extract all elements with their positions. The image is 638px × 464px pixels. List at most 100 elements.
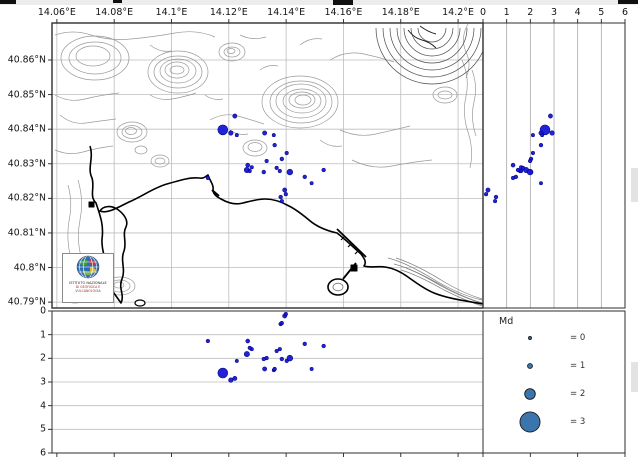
- lon-axis-label: 14.16°E: [324, 7, 363, 18]
- event-dot: [493, 194, 499, 200]
- event-dot: [245, 338, 250, 344]
- event-dot: [528, 158, 533, 164]
- event-dot: [261, 169, 266, 175]
- event-dot: [302, 174, 307, 180]
- lat-axis-label: 40.83°N: [7, 158, 46, 170]
- depth-axis-label-top: 0: [479, 7, 487, 18]
- event-dot: [530, 133, 535, 138]
- event-dot: [272, 366, 277, 372]
- legend-entry-label: = 2: [570, 388, 586, 399]
- event-dot: [484, 192, 489, 197]
- event-dot: [271, 133, 276, 138]
- event-dot: [493, 199, 498, 204]
- depth-axis-label-top: 3: [550, 7, 558, 18]
- depth-axis-label-top: 2: [527, 7, 534, 18]
- event-dot: [249, 165, 254, 170]
- legend-circle-md-2: [524, 388, 536, 400]
- lon-axis-label: 14.1°E: [155, 7, 188, 18]
- event-dot: [217, 367, 229, 379]
- lat-axis-label: 40.81°N: [7, 227, 46, 239]
- legend-panel-frame: [482, 310, 626, 454]
- event-dot: [234, 133, 239, 138]
- pier: [211, 189, 220, 197]
- event-dot: [282, 187, 288, 193]
- event-dot: [232, 376, 238, 381]
- depth-axis-label-left: 6: [40, 447, 46, 459]
- event-dot: [277, 168, 282, 174]
- lon-axis-label: 14.14°E: [267, 7, 306, 18]
- event-dot: [234, 358, 239, 363]
- depth-axis-label-top: 1: [503, 7, 510, 18]
- event-dot: [245, 162, 250, 168]
- legend-circles: [519, 336, 541, 433]
- event-dot: [538, 142, 544, 148]
- axis-ticks: [48, 19, 626, 457]
- event-dot: [262, 366, 268, 372]
- ingv-logo: ISTITUTO NAZIONALE DI GEOFISICA E VULCAN…: [62, 253, 114, 303]
- lat-axis-label: 40.84°N: [7, 123, 46, 135]
- legend-circle-md-3: [519, 411, 541, 433]
- depth-axis-label-left: 2: [40, 352, 46, 364]
- scan-smudge: [631, 168, 638, 202]
- event-dot: [279, 156, 284, 162]
- scan-strip: [0, 0, 638, 5]
- depth-axis-label-top: 6: [621, 7, 629, 18]
- event-dot: [515, 167, 521, 173]
- event-dot: [510, 162, 516, 168]
- event-dot: [549, 130, 555, 136]
- scan-artifact: [618, 0, 638, 4]
- harbor-mark: [88, 201, 95, 208]
- event-dot: [284, 151, 289, 156]
- event-dot: [309, 181, 314, 186]
- event-dot: [247, 168, 252, 174]
- scan-artifact: [113, 0, 122, 3]
- event-dot: [243, 351, 250, 358]
- depth-axis-label-left: 0: [40, 305, 46, 317]
- event-dot: [286, 354, 294, 362]
- ingv-globe-icon: [76, 255, 100, 279]
- event-dot: [302, 341, 307, 347]
- depth-axis-label-left: 1: [40, 329, 46, 341]
- lat-axis-label: 40.79°N: [7, 296, 46, 308]
- event-dot: [264, 158, 269, 164]
- ingv-logo-line1: ISTITUTO NAZIONALE: [69, 281, 107, 285]
- gridlines: [52, 23, 602, 430]
- causeway: [342, 262, 357, 280]
- event-dot: [279, 321, 284, 326]
- depth-axis-label-left: 3: [40, 376, 46, 388]
- event-dot: [262, 130, 268, 136]
- legend-entry-label: = 0: [570, 332, 586, 343]
- lat-axis-label: 40.82°N: [7, 192, 46, 204]
- event-dot: [274, 165, 279, 170]
- event-dot: [274, 348, 279, 354]
- event-dot: [530, 151, 535, 156]
- event-dot: [526, 168, 534, 176]
- event-dot: [228, 130, 234, 136]
- lon-axis-label: 14.08°E: [95, 7, 134, 18]
- depth-axis-label-left: 5: [40, 423, 46, 435]
- event-dot: [272, 142, 277, 148]
- scan-smudge: [631, 362, 638, 392]
- event-dot: [321, 167, 326, 173]
- event-dot: [278, 194, 283, 200]
- event-dot: [283, 312, 288, 317]
- lon-axis-label: 14.18°E: [381, 7, 420, 18]
- event-dot: [261, 356, 266, 362]
- event-dot: [485, 187, 491, 193]
- legend-entry-label: = 3: [570, 416, 586, 427]
- event-dot: [279, 356, 284, 362]
- event-dot: [205, 339, 210, 344]
- event-dot: [217, 124, 229, 136]
- legend-circle-md-0: [528, 336, 532, 340]
- panel-frames: [51, 22, 626, 454]
- event-dot: [277, 347, 282, 352]
- lat-axis-label: 40.85°N: [7, 89, 46, 101]
- ingv-logo-line2: DI GEOFISICA E VULCANOLOGIA: [75, 285, 101, 293]
- event-dot: [232, 113, 238, 119]
- epicenter-dots-map: [205, 113, 326, 204]
- event-dot: [520, 165, 526, 170]
- hypocenter-dots-depth-vs-lat: [484, 113, 555, 204]
- depth-axis-label-top: 5: [598, 7, 605, 18]
